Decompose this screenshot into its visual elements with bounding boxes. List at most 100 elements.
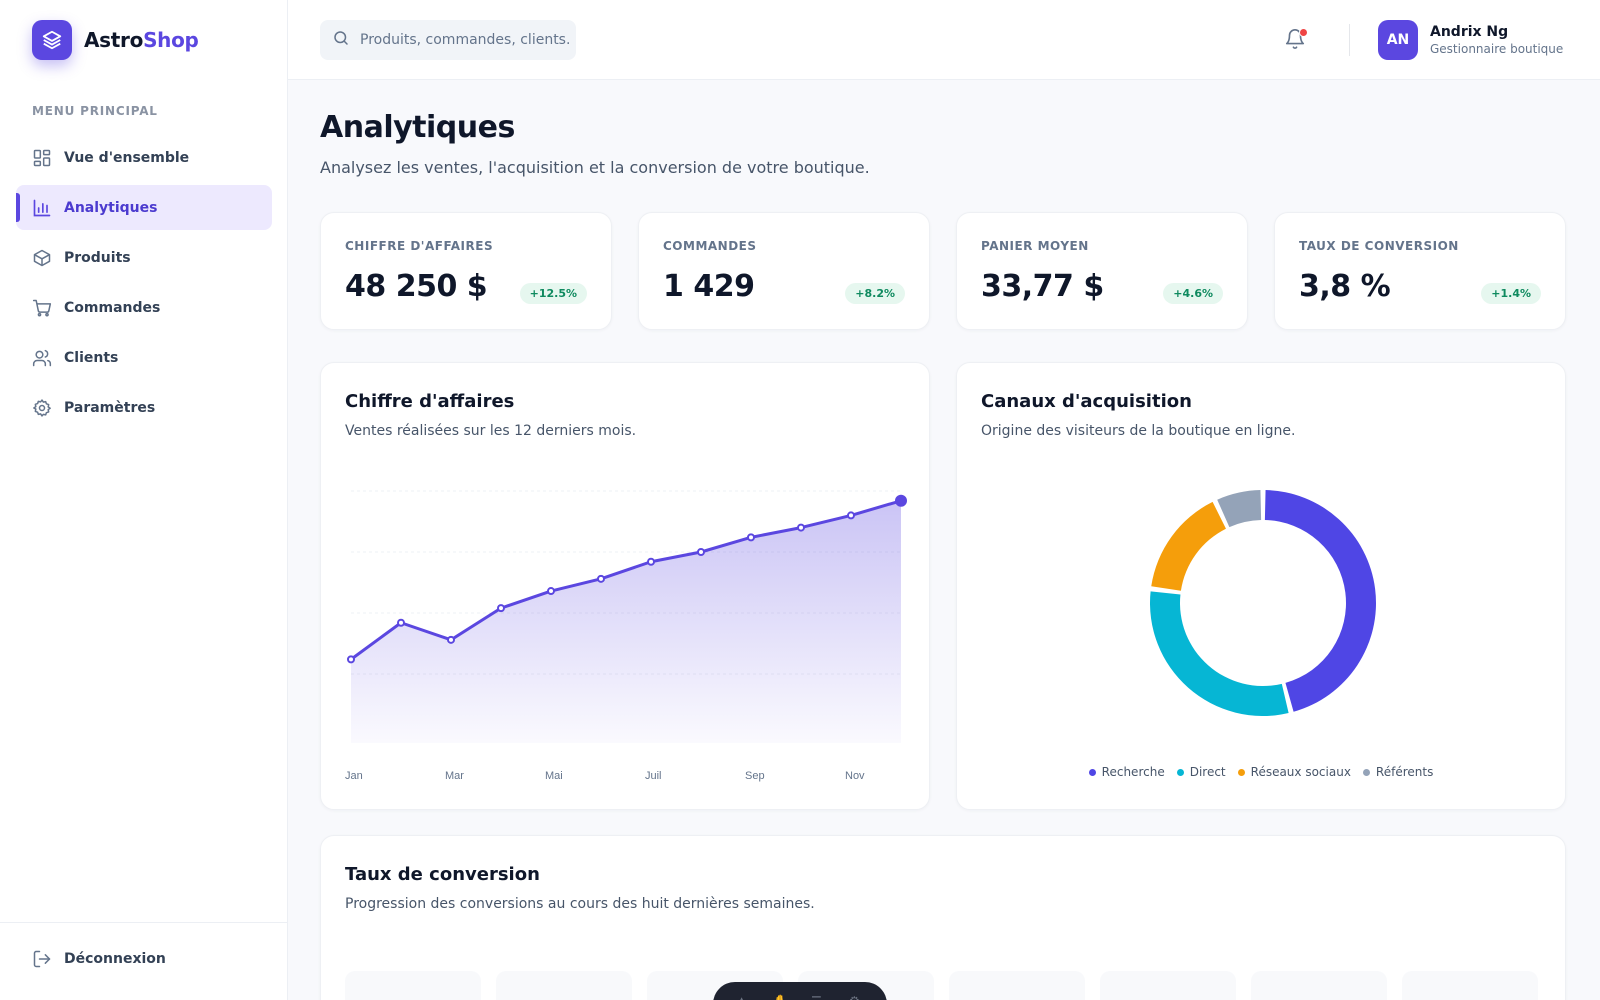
legend-label: Recherche [1101, 765, 1165, 779]
revenue-point [747, 533, 755, 542]
card-subtitle: Ventes réalisées sur les 12 derniers moi… [345, 423, 637, 439]
notifications-button[interactable] [1284, 28, 1308, 52]
kpi-value: 33,77 $ [981, 269, 1104, 304]
search-icon [332, 29, 350, 51]
logout-icon [32, 949, 52, 969]
acquisition-donut-chart [1150, 490, 1377, 716]
revenue-point [847, 511, 855, 520]
topbar: AN Andrix Ng Gestionnaire boutique [288, 0, 1600, 80]
brand-name: AstroShop [84, 28, 199, 52]
kpi-delta-badge: +4.6% [1163, 283, 1223, 304]
sidebar-item-overview[interactable]: Vue d'ensemble [16, 135, 272, 180]
donut-slice-1 [1150, 591, 1289, 716]
x-tick-label: Sep [745, 770, 765, 782]
conversion-week-bar [1402, 971, 1538, 1000]
kpi-value: 48 250 $ [345, 269, 488, 304]
revenue-chart-card: Chiffre d'affaires Ventes réalisées sur … [320, 362, 930, 810]
revenue-line [349, 499, 903, 661]
menu-icon[interactable]: ☰ [811, 994, 822, 1000]
legend-swatch [1237, 768, 1245, 776]
kpi-label: PANIER MOYEN [981, 239, 1089, 253]
kpi-card-orders: COMMANDES 1 429 +8.2% [638, 212, 930, 330]
conversion-week-bar [496, 971, 632, 1000]
revenue-point [797, 523, 805, 532]
sidebar-item-clients[interactable]: Clients [16, 335, 272, 380]
sidebar-item-label: Commandes [64, 299, 161, 316]
kpi-delta-badge: +12.5% [519, 283, 587, 304]
notification-dot [1299, 28, 1308, 37]
kpi-card-revenue: CHIFFRE D'AFFAIRES 48 250 $ +12.5% [320, 212, 612, 330]
grid-icon [32, 148, 52, 168]
conversion-week-bar [949, 971, 1085, 1000]
sidebar-item-label: Paramètres [64, 399, 156, 416]
sidebar-item-settings[interactable]: Paramètres [16, 385, 272, 430]
kpi-delta-badge: +1.4% [1481, 283, 1541, 304]
box-icon [32, 248, 52, 268]
legend-item: Référents [1362, 765, 1433, 779]
kpi-card-conversion-rate: TAUX DE CONVERSION 3,8 % +1.4% [1274, 212, 1566, 330]
kpi-delta-badge: +8.2% [845, 283, 905, 304]
card-subtitle: Origine des visiteurs de la boutique en … [981, 423, 1296, 439]
layers-logo-icon [32, 20, 72, 60]
bell-icon [1284, 29, 1306, 54]
acquisition-chart-card: Canaux d'acquisition Origine des visiteu… [956, 362, 1566, 810]
kpi-value: 3,8 % [1299, 269, 1391, 304]
x-tick-label: Nov [845, 770, 865, 782]
sidebar-item-label: Clients [64, 349, 119, 366]
x-tick-label: Mar [445, 770, 464, 782]
sidebar: AstroShop MENU PRINCIPAL Vue d'ensemble … [0, 0, 288, 1000]
page-title: Analytiques [320, 110, 515, 145]
card-title: Chiffre d'affaires [345, 391, 515, 412]
search-input[interactable] [360, 32, 570, 48]
revenue-point [597, 574, 605, 583]
donut-slice-0 [1264, 490, 1377, 712]
legend-item: Réseaux sociaux [1237, 765, 1351, 779]
card-title: Canaux d'acquisition [981, 391, 1192, 412]
pointer-icon[interactable]: ▲ [737, 994, 746, 1000]
kpi-value: 1 429 [663, 269, 755, 304]
x-tick-label: Jan [345, 770, 363, 782]
sidebar-item-orders[interactable]: Commandes [16, 285, 272, 330]
x-tick-label: Juil [645, 770, 662, 782]
revenue-point [895, 494, 907, 507]
legend-swatch [1362, 768, 1370, 776]
revenue-point [647, 557, 655, 566]
conversion-week-bar [345, 971, 481, 1000]
card-subtitle: Progression des conversions au cours des… [345, 896, 815, 912]
hand-icon[interactable]: ✋ [773, 994, 788, 1000]
floating-toolbar[interactable]: ▲ ✋ ☰ ⚙ [713, 982, 887, 1000]
kpi-label: CHIFFRE D'AFFAIRES [345, 239, 494, 253]
search-box[interactable] [320, 20, 576, 60]
legend-label: Réseaux sociaux [1250, 765, 1351, 779]
conversion-chart-card: Taux de conversion Progression des conve… [320, 835, 1566, 1000]
kpi-card-average-basket: PANIER MOYEN 33,77 $ +4.6% [956, 212, 1248, 330]
kpi-label: TAUX DE CONVERSION [1299, 239, 1459, 253]
menu-title: MENU PRINCIPAL [32, 104, 158, 118]
topbar-divider [1349, 24, 1350, 56]
revenue-point [397, 618, 405, 627]
legend-label: Direct [1189, 765, 1226, 779]
user-menu[interactable]: AN Andrix Ng Gestionnaire boutique [1378, 20, 1563, 60]
legend-swatch [1088, 768, 1096, 776]
sidebar-item-label: Analytiques [64, 199, 158, 216]
conversion-week-bar [1251, 971, 1387, 1000]
revenue-point [547, 587, 555, 596]
user-info: Andrix Ng Gestionnaire boutique [1430, 24, 1563, 56]
brand[interactable]: AstroShop [32, 20, 199, 60]
legend-item: Direct [1176, 765, 1226, 779]
sidebar-item-products[interactable]: Produits [16, 235, 272, 280]
logout-label: Déconnexion [64, 951, 166, 967]
avatar: AN [1378, 20, 1418, 60]
legend-item: Recherche [1088, 765, 1165, 779]
donut-slice-2 [1151, 501, 1226, 591]
settings-icon[interactable]: ⚙ [849, 994, 860, 1000]
revenue-point [497, 604, 505, 613]
sidebar-menu: Vue d'ensemble Analytiques Produits Comm… [16, 135, 272, 435]
conversion-week-bar [1100, 971, 1236, 1000]
cart-icon [32, 298, 52, 318]
chart-legend: Recherche Direct Réseaux sociaux Référen… [957, 765, 1565, 779]
sidebar-footer: Déconnexion [0, 922, 288, 968]
sidebar-item-analytics[interactable]: Analytiques [16, 185, 272, 230]
logout-button[interactable]: Déconnexion [32, 949, 166, 969]
revenue-point [447, 635, 455, 644]
